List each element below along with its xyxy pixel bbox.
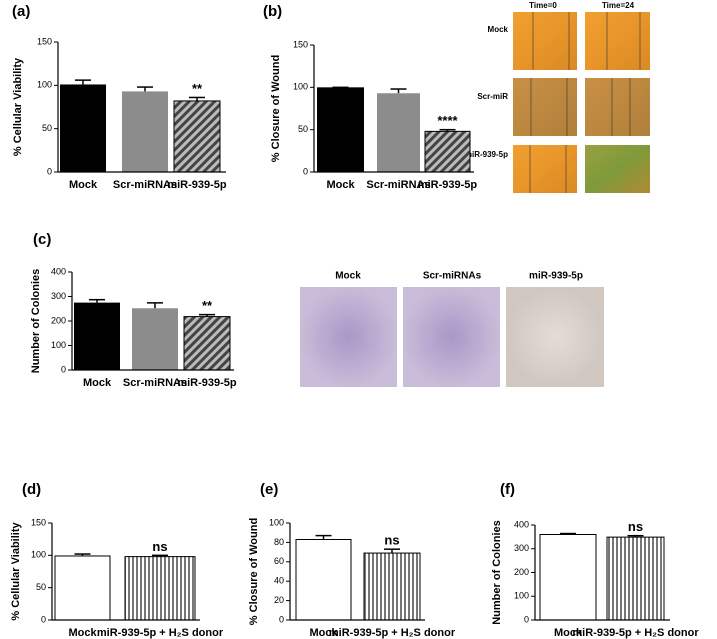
y-axis-label: % Closure of Wound — [248, 518, 260, 625]
bar — [173, 100, 221, 173]
x-tick-label: miR-939-5p + H₂S donor — [97, 627, 224, 639]
bar — [183, 316, 231, 371]
y-tick-label: 0 — [279, 614, 284, 624]
significance-label: ** — [192, 81, 203, 96]
photo-column-label: Time=0 — [529, 1, 557, 10]
y-tick-label: 400 — [514, 519, 529, 529]
wound-photo — [513, 78, 577, 136]
y-axis-label: Number of Colonies — [491, 520, 503, 625]
x-tick-label: Mock — [68, 627, 97, 639]
wound-photo — [585, 78, 650, 136]
y-tick-label: 100 — [514, 591, 529, 601]
x-tick-label: Mock — [83, 377, 112, 389]
significance-label: ns — [628, 519, 643, 534]
y-tick-label: 100 — [37, 80, 52, 90]
y-tick-label: 0 — [303, 166, 308, 176]
photo-column-label: miR-939-5p — [529, 271, 583, 282]
y-tick-label: 100 — [31, 550, 46, 560]
y-tick-label: 200 — [51, 315, 66, 325]
x-tick-label: miR-939-5p — [167, 179, 227, 191]
significance-label: ns — [152, 539, 167, 554]
bar — [295, 538, 352, 621]
y-axis-label: % Cellular Viability — [12, 57, 24, 156]
wound-lines — [529, 12, 641, 193]
bar — [54, 555, 111, 621]
photo-row-label: Mock — [488, 25, 509, 34]
x-tick-label: miR-939-5p + H₂S donor — [329, 627, 456, 639]
photo-row-label: miR-939-5p — [465, 150, 508, 159]
photo-column-label: Scr-miRNAs — [423, 271, 482, 282]
wound-photo — [585, 145, 650, 193]
y-tick-label: 400 — [51, 266, 66, 276]
panel-label: (e) — [260, 481, 278, 498]
y-tick-label: 80 — [274, 537, 284, 547]
y-tick-label: 0 — [524, 614, 529, 624]
photos: Time=0 Time=24 Mock Scr-miR miR-939-5p M… — [300, 1, 650, 387]
bar — [539, 534, 597, 621]
wound-photo — [513, 145, 577, 193]
photo-column-label: Time=24 — [602, 1, 635, 10]
bar — [424, 130, 471, 173]
bar — [606, 536, 665, 621]
colony-photo — [300, 287, 397, 387]
x-tick-label: Scr-miRNAs — [366, 179, 430, 191]
x-tick-label: Scr-miRNAs — [113, 179, 177, 191]
colony-photo — [403, 287, 500, 387]
significance-label: **** — [437, 113, 458, 128]
x-tick-label: miR-939-5p — [418, 179, 478, 191]
significance-label: ns — [384, 533, 399, 548]
y-tick-label: 300 — [51, 291, 66, 301]
y-tick-label: 300 — [514, 543, 529, 553]
x-tick-label: miR-939-5p — [177, 377, 237, 389]
y-tick-label: 150 — [37, 36, 52, 46]
y-tick-label: 40 — [274, 576, 284, 586]
x-tick-label: miR-939-5p + H₂S donor — [572, 627, 699, 639]
photo-column-label: Mock — [335, 271, 361, 282]
y-tick-label: 0 — [47, 166, 52, 176]
y-tick-label: 100 — [293, 82, 308, 92]
y-tick-label: 150 — [31, 517, 46, 527]
bar — [122, 91, 168, 172]
y-axis-label: Number of Colonies — [30, 269, 42, 374]
bar — [74, 302, 120, 370]
bar — [363, 552, 421, 621]
panel-label: (a) — [12, 3, 30, 20]
x-tick-label: Mock — [554, 627, 583, 639]
y-tick-label: 50 — [298, 124, 308, 134]
y-tick-label: 50 — [36, 582, 46, 592]
y-tick-label: 50 — [42, 123, 52, 133]
y-tick-label: 100 — [51, 340, 66, 350]
photo-row-label: Scr-miR — [477, 92, 508, 101]
wound-photo — [585, 12, 650, 70]
y-tick-label: 0 — [41, 614, 46, 624]
colony-photo — [506, 287, 604, 387]
x-tick-label: Scr-miRNAs — [123, 377, 187, 389]
bar — [377, 93, 420, 172]
y-tick-label: 20 — [274, 595, 284, 605]
panel-label: (f) — [500, 481, 515, 498]
bar — [132, 308, 178, 370]
x-tick-label: Mock — [69, 179, 98, 191]
wound-photo — [513, 12, 577, 70]
x-tick-label: Mock — [326, 179, 355, 191]
y-axis-label: % Closure of Wound — [270, 55, 282, 162]
bar — [317, 87, 364, 172]
bar — [60, 84, 106, 172]
y-tick-label: 200 — [514, 567, 529, 577]
y-tick-label: 150 — [293, 39, 308, 49]
y-tick-label: 60 — [274, 556, 284, 566]
y-tick-label: 100 — [269, 517, 284, 527]
panel-label: (d) — [22, 481, 41, 498]
panel-label: (c) — [33, 231, 51, 248]
panel-label: (b) — [263, 3, 282, 20]
y-tick-label: 0 — [61, 364, 66, 374]
y-axis-label: % Cellular Viability — [10, 522, 22, 621]
significance-label: ** — [202, 298, 213, 313]
bar — [124, 556, 196, 621]
x-tick-label: Mock — [309, 627, 338, 639]
